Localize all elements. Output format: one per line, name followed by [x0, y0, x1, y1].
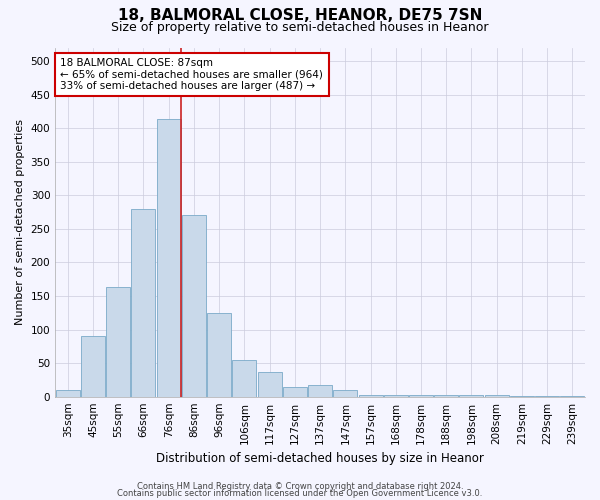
Bar — [460, 394, 484, 396]
Bar — [81, 336, 105, 396]
Bar — [207, 312, 231, 396]
X-axis label: Distribution of semi-detached houses by size in Heanor: Distribution of semi-detached houses by … — [156, 452, 484, 465]
Y-axis label: Number of semi-detached properties: Number of semi-detached properties — [15, 119, 25, 325]
Bar — [283, 386, 307, 396]
Bar — [434, 394, 458, 396]
Bar — [131, 210, 155, 396]
Bar — [485, 394, 509, 396]
Text: Contains public sector information licensed under the Open Government Licence v3: Contains public sector information licen… — [118, 488, 482, 498]
Bar — [334, 390, 357, 396]
Bar — [257, 372, 281, 396]
Bar — [384, 394, 408, 396]
Text: 18, BALMORAL CLOSE, HEANOR, DE75 7SN: 18, BALMORAL CLOSE, HEANOR, DE75 7SN — [118, 8, 482, 22]
Bar — [308, 386, 332, 396]
Text: 18 BALMORAL CLOSE: 87sqm
← 65% of semi-detached houses are smaller (964)
33% of : 18 BALMORAL CLOSE: 87sqm ← 65% of semi-d… — [61, 58, 323, 91]
Bar — [409, 394, 433, 396]
Bar — [56, 390, 80, 396]
Text: Contains HM Land Registry data © Crown copyright and database right 2024.: Contains HM Land Registry data © Crown c… — [137, 482, 463, 491]
Text: Size of property relative to semi-detached houses in Heanor: Size of property relative to semi-detach… — [111, 21, 489, 34]
Bar — [232, 360, 256, 396]
Bar — [359, 394, 383, 396]
Bar — [157, 120, 181, 396]
Bar — [106, 287, 130, 397]
Bar — [182, 216, 206, 396]
